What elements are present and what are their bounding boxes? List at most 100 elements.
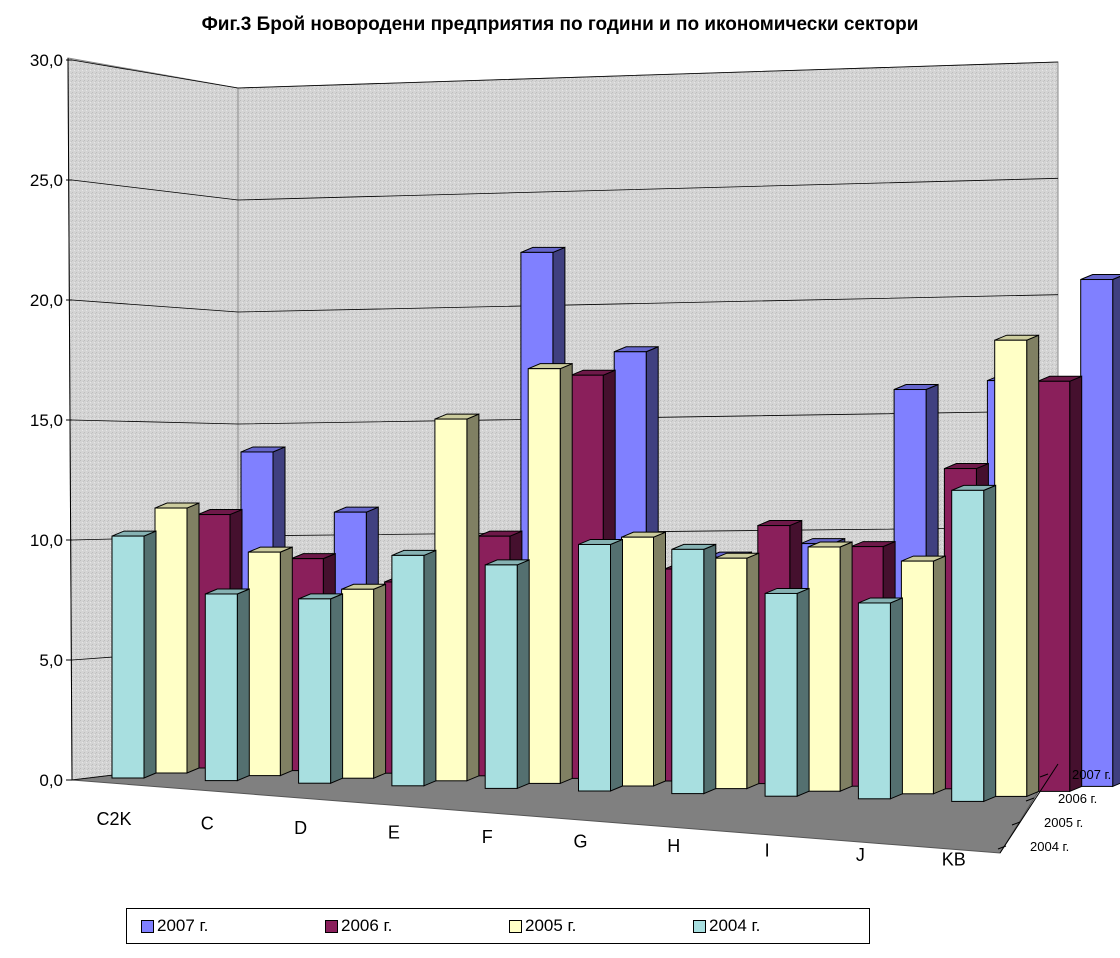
gridline [71,59,1059,89]
gridline [71,177,1059,201]
legend-swatch-2005 [509,919,522,933]
bar-side [279,546,293,777]
bar [391,549,437,787]
bar-side [373,583,387,779]
x-tick-label: H [667,836,680,856]
gridline [71,294,1059,313]
y-tick-label: 0,0 [39,771,63,790]
bar [434,413,480,782]
bar-front [764,592,798,797]
bar-side [330,593,344,784]
bar [111,530,157,779]
bar-front [434,418,468,782]
x-tick-label: F [482,827,493,847]
bar-front [621,536,654,787]
bar-side [703,543,717,795]
bar-front [578,543,611,792]
axis: 0,0 5,0 10,0 15,0 20,0 25,0 30,0 C2K C D E F G H I J KB 2… [30,51,1111,870]
bar [247,546,293,777]
bar [1080,274,1120,788]
bar-front [111,535,145,779]
x-tick-label: C [201,814,214,834]
bar-front [951,489,985,802]
bar [1037,375,1083,793]
bar-side [186,502,200,774]
bar-front [527,368,561,784]
x-tick-label: D [294,818,307,838]
legend-item-2005: 2005 г. [509,916,679,936]
legend-item-2006: 2006 г. [325,916,495,936]
legend-item-2004: 2004 г. [693,916,863,936]
x-tick-label: J [856,845,865,865]
bar-front [298,598,332,784]
bar-front [341,588,375,779]
depth-label: 2005 г. [1044,815,1083,830]
bar [621,531,666,787]
bar [671,543,717,795]
x-tick-label: E [388,823,400,843]
bar-front [391,554,425,787]
chart-title: Фиг.3 Брой новородени предприятия по год… [201,14,919,35]
legend: 2007 г. 2006 г. 2005 г. 2004 г. [126,908,870,944]
depth-label: 2006 г. [1058,791,1097,806]
x-tick-label: C2K [96,809,131,829]
bar-side [143,530,157,779]
depth-tick [1011,821,1021,826]
legend-swatch-2007 [141,919,154,933]
bar-side [796,587,810,797]
bar [341,583,387,779]
bar [994,334,1040,798]
legend-swatch-2006 [325,919,338,933]
bar-front [671,548,705,795]
bar-front [1080,279,1114,787]
bar-front [154,507,188,774]
bar [714,552,760,790]
depth-label: 2004 г. [1030,839,1069,854]
bar [154,502,200,774]
bar-side [466,413,480,782]
bar [951,484,997,803]
y-tick-label: 10,0 [30,531,63,550]
bar [764,587,810,797]
bar-front [247,551,281,777]
bar-side [889,597,903,800]
gridline [71,410,1059,425]
bar [900,555,946,795]
y-tick-label: 5,0 [39,651,63,670]
bar-side [746,552,760,790]
bar-front [807,546,841,792]
x-tick-label: KB [942,850,966,870]
y-tick-label: 30,0 [30,51,63,70]
depth-tick [1039,773,1049,778]
bar [204,588,250,782]
bar-side [516,559,530,790]
bar-side [983,484,997,803]
legend-label-2007: 2007 г. [157,916,209,935]
y-tick-label: 25,0 [30,171,63,190]
y-axis-line [67,57,73,781]
bar-front [857,602,891,800]
bar-side [839,541,853,792]
bar-side [1112,275,1120,788]
bar [484,559,530,790]
x-tick-label: G [573,832,587,852]
y-tick-label: 20,0 [30,291,63,310]
bar-front [204,593,238,782]
legend-label-2004: 2004 г. [709,916,761,935]
bar-front [714,557,748,790]
bar-side [1026,334,1040,798]
y-tick-label: 15,0 [30,411,63,430]
legend-label-2006: 2006 г. [341,916,393,935]
bars [111,246,1120,803]
bar-side [932,555,946,795]
depth-label: 2007 г. [1072,767,1111,782]
bar [298,593,344,784]
legend-swatch-2004 [693,919,706,933]
bar [857,597,903,800]
bar-front [484,564,518,789]
bar-front [994,339,1028,797]
bar [578,538,623,792]
depth-tick [1025,797,1035,802]
bar-side [610,538,623,792]
